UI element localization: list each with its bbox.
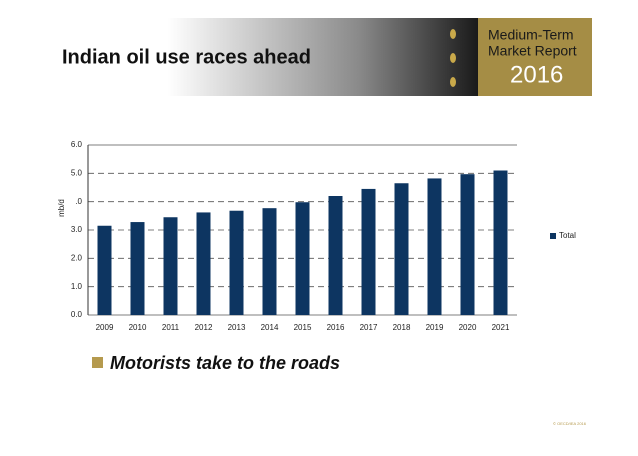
logo-year: 2016 (510, 61, 563, 88)
x-tick-label: 2013 (228, 323, 246, 332)
bar (229, 210, 244, 315)
x-tick-label: 2020 (459, 323, 477, 332)
y-tick-label: 3.0 (71, 225, 83, 234)
y-axis-label: mb/d (57, 199, 66, 217)
y-tick-label: 6.0 (71, 140, 83, 149)
bullet-icon (92, 357, 103, 368)
bar (460, 174, 475, 315)
bar (493, 170, 508, 315)
bar (130, 222, 145, 315)
header-band (0, 18, 478, 96)
x-tick-label: 2017 (360, 323, 378, 332)
logo-text: Medium-Term (488, 27, 574, 43)
x-tick-label: 2012 (195, 323, 213, 332)
x-tick-label: 2021 (492, 323, 510, 332)
x-tick-label: 2015 (294, 323, 312, 332)
bar (394, 183, 409, 315)
slide-title: Indian oil use races ahead (62, 46, 311, 68)
y-tick-label: 2.0 (71, 253, 83, 262)
bar (196, 212, 211, 315)
x-tick-label: 2014 (261, 323, 279, 332)
y-tick-label: 1.0 (71, 282, 83, 291)
bar (361, 188, 376, 315)
bar (427, 178, 442, 315)
bar (295, 202, 310, 315)
drop-icon (450, 77, 456, 87)
x-tick-label: 2011 (162, 323, 180, 332)
x-tick-label: 2018 (393, 323, 411, 332)
y-tick-label: 0.0 (71, 310, 83, 319)
legend-swatch (550, 233, 556, 239)
bar (328, 196, 343, 315)
x-tick-label: 2009 (96, 323, 114, 332)
legend-label: Total (559, 231, 576, 240)
x-tick-label: 2019 (426, 323, 444, 332)
logo-box (478, 18, 592, 96)
drop-icon (450, 29, 456, 39)
x-tick-label: 2010 (129, 323, 147, 332)
bar (163, 217, 178, 315)
footer: © OECD/IEA 2016 (553, 421, 587, 426)
drop-icon (450, 53, 456, 63)
bar (97, 225, 112, 315)
y-tick-label: .0 (75, 197, 82, 206)
x-tick-label: 2016 (327, 323, 345, 332)
bullet-text: Motorists take to the roads (110, 353, 340, 373)
y-tick-label: 5.0 (71, 168, 83, 177)
logo-text: Market Report (488, 43, 577, 59)
bar (262, 208, 277, 315)
